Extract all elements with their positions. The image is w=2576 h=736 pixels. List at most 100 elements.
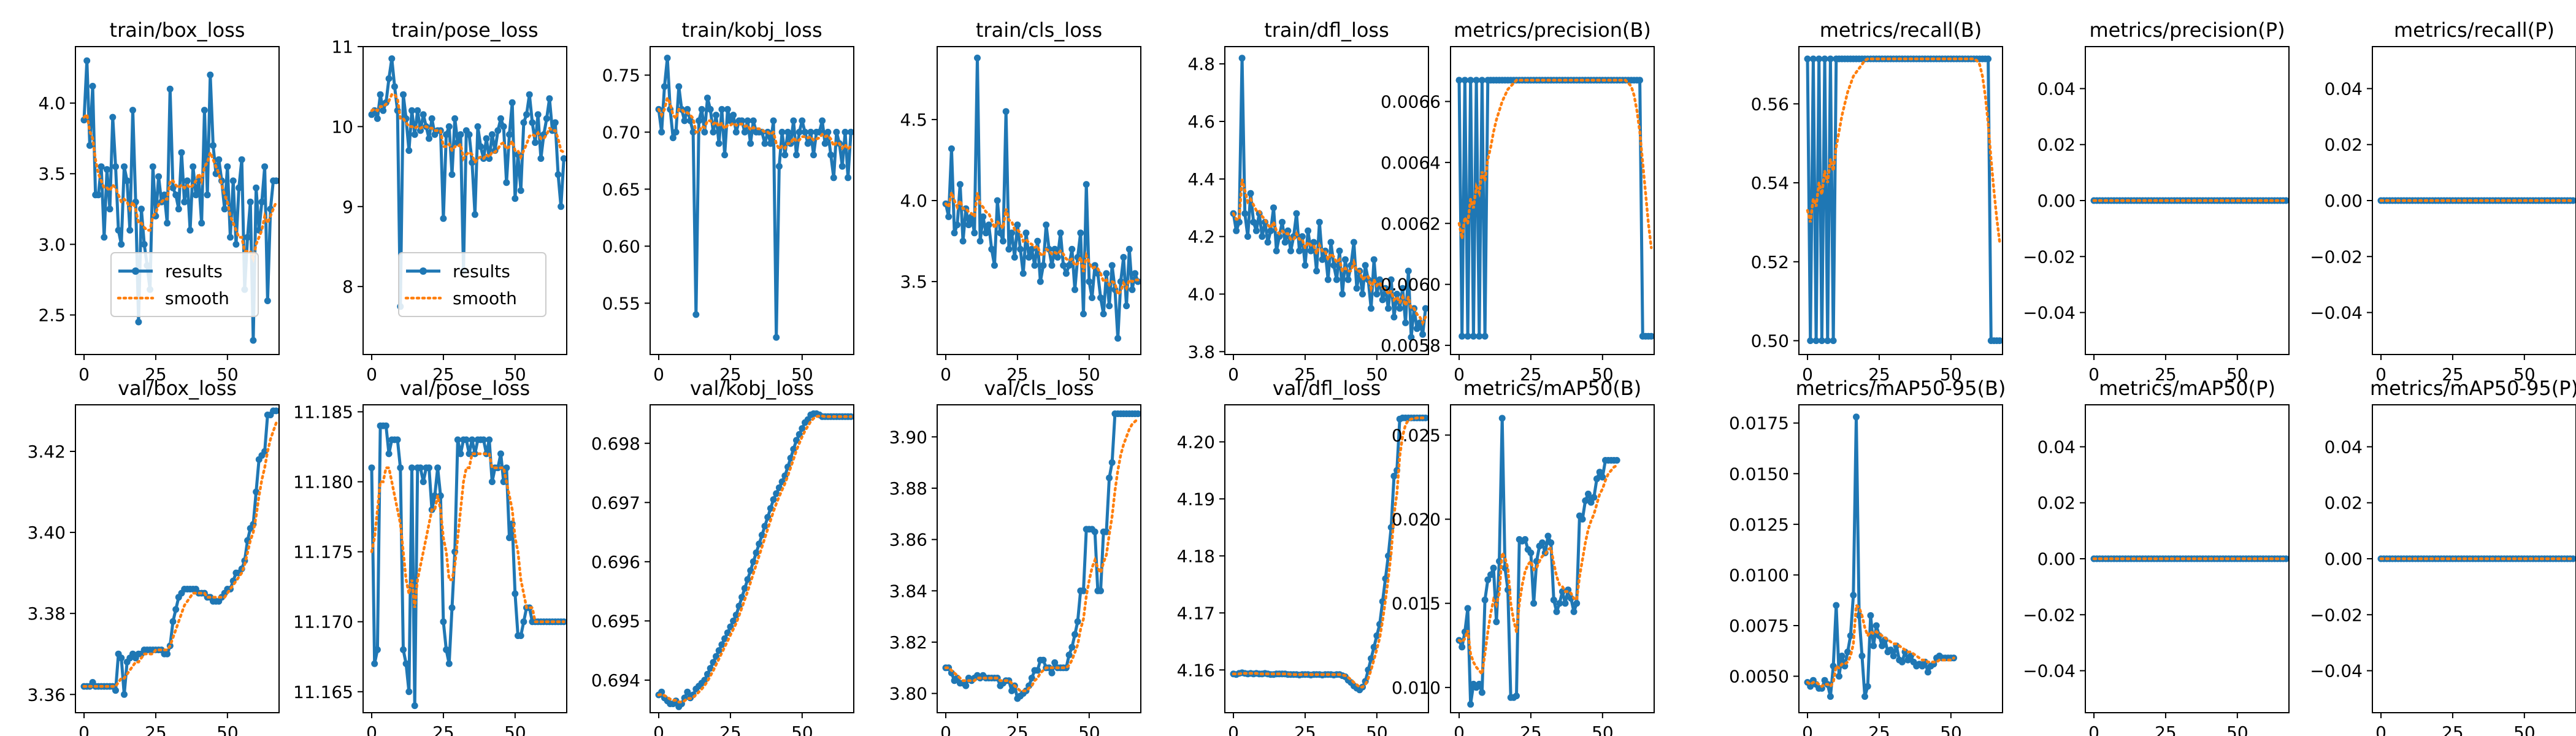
- results-point: [1339, 291, 1346, 297]
- y-tick-label: 3.38: [28, 604, 66, 624]
- results-point: [1844, 648, 1851, 656]
- chart-train-cls-loss: train/cls_loss 3.5 4.0 4.5 0 25 50: [900, 18, 1141, 385]
- results-point: [1316, 218, 1323, 226]
- chart-title: train/box_loss: [110, 18, 245, 42]
- results-point: [1478, 689, 1485, 696]
- results-point: [440, 618, 447, 626]
- x-tick-label: 25: [1294, 364, 1316, 385]
- results-point: [1402, 319, 1409, 326]
- results-point: [1301, 262, 1309, 269]
- results-point: [394, 436, 401, 443]
- results-point: [1368, 305, 1374, 312]
- results-point: [210, 142, 217, 149]
- x-tick-label: 0: [653, 723, 664, 736]
- results-point: [457, 450, 464, 458]
- results-point: [543, 115, 550, 122]
- results-point: [761, 140, 769, 147]
- axes-frame: [1450, 46, 1655, 355]
- y-tick-label: 0.015: [1392, 594, 1441, 614]
- results-point: [661, 83, 668, 90]
- y-tick-label: 3.42: [28, 442, 66, 462]
- results-point: [115, 226, 122, 234]
- smooth-line: [1232, 416, 1427, 689]
- results-point: [426, 464, 432, 472]
- x-tick-label: 0: [79, 723, 90, 736]
- results-point: [172, 606, 180, 613]
- results-point: [215, 156, 223, 163]
- axes-frame: [1224, 404, 1429, 713]
- results-point: [1011, 254, 1018, 261]
- results-point: [767, 140, 774, 147]
- x-tick-label: 50: [791, 364, 813, 385]
- results-point: [1408, 334, 1415, 341]
- results-point: [126, 226, 134, 234]
- results-point: [1238, 55, 1246, 62]
- smooth-line: [1806, 602, 1955, 689]
- results-point: [1310, 239, 1317, 246]
- y-tick-label: 0.697: [591, 493, 640, 513]
- chart-title: val/box_loss: [118, 377, 237, 400]
- y-tick-label: 0.0062: [1381, 213, 1441, 234]
- results-point: [1636, 77, 1644, 84]
- chart-val-kobj-loss: val/kobj_loss 0.694 0.695 0.696 0.697 0.698 0 2…: [591, 377, 854, 736]
- chart-title: train/kobj_loss: [681, 18, 822, 42]
- chart-title: metrics/recall(P): [2394, 18, 2555, 42]
- y-tick-label: 4.2: [1187, 227, 1215, 247]
- results-point: [1100, 310, 1107, 318]
- x-tick-label: 50: [2226, 364, 2248, 385]
- results-point: [1296, 247, 1303, 255]
- y-tick-label: 0.0058: [1381, 335, 1441, 356]
- results-point: [804, 140, 811, 147]
- results-point: [979, 213, 987, 220]
- results-point: [704, 94, 711, 102]
- results-point: [781, 151, 789, 159]
- y-tick-label: 0.00: [2325, 549, 2363, 569]
- results-point: [1037, 278, 1044, 285]
- results-point: [98, 163, 105, 171]
- results-point: [474, 123, 481, 130]
- results-point: [1553, 608, 1560, 615]
- results-point: [1853, 413, 1860, 421]
- results-point: [264, 297, 271, 304]
- results-point: [1077, 229, 1084, 237]
- chart-train-box-loss: train/box_loss 2.5 3.0 3.5 4.0 0 25 50 results sm…: [38, 18, 280, 385]
- results-point: [730, 617, 737, 624]
- legend-results-marker: [132, 267, 139, 275]
- results-point: [1091, 528, 1098, 535]
- results-point: [272, 407, 280, 415]
- results-point: [784, 128, 791, 136]
- results-point: [775, 163, 783, 170]
- results-point: [164, 650, 171, 657]
- y-tick-label: −0.04: [2310, 303, 2363, 323]
- results-point: [753, 549, 760, 556]
- y-tick-label: 0.04: [2325, 79, 2363, 99]
- y-tick-label: 3.36: [28, 684, 66, 705]
- results-point: [1807, 337, 1814, 344]
- results-point: [1250, 218, 1257, 226]
- y-tick-label: 4.5: [900, 110, 927, 130]
- results-point: [166, 85, 174, 93]
- results-point: [506, 131, 513, 138]
- y-tick-label: 0.695: [591, 611, 640, 631]
- results-point: [1558, 588, 1566, 595]
- results-point: [1582, 497, 1589, 504]
- smooth-line: [657, 94, 853, 152]
- results-point: [741, 128, 748, 136]
- results-point: [1416, 319, 1424, 326]
- x-tick-label: 50: [791, 723, 813, 736]
- x-tick-label: 25: [1006, 364, 1029, 385]
- x-tick-label: 50: [504, 364, 526, 385]
- results-point: [411, 702, 418, 710]
- results-point: [1996, 337, 2003, 344]
- y-tick-label: −0.04: [2023, 303, 2076, 323]
- results-point: [1022, 229, 1030, 237]
- results-point: [1487, 571, 1494, 578]
- results-point: [129, 107, 136, 114]
- results-point: [1132, 270, 1139, 277]
- results-point: [183, 177, 191, 185]
- results-point: [551, 119, 559, 126]
- results-point: [1048, 262, 1056, 269]
- results-point: [1134, 410, 1141, 418]
- y-tick-label: 0.75: [602, 65, 640, 85]
- results-line: [946, 412, 1138, 700]
